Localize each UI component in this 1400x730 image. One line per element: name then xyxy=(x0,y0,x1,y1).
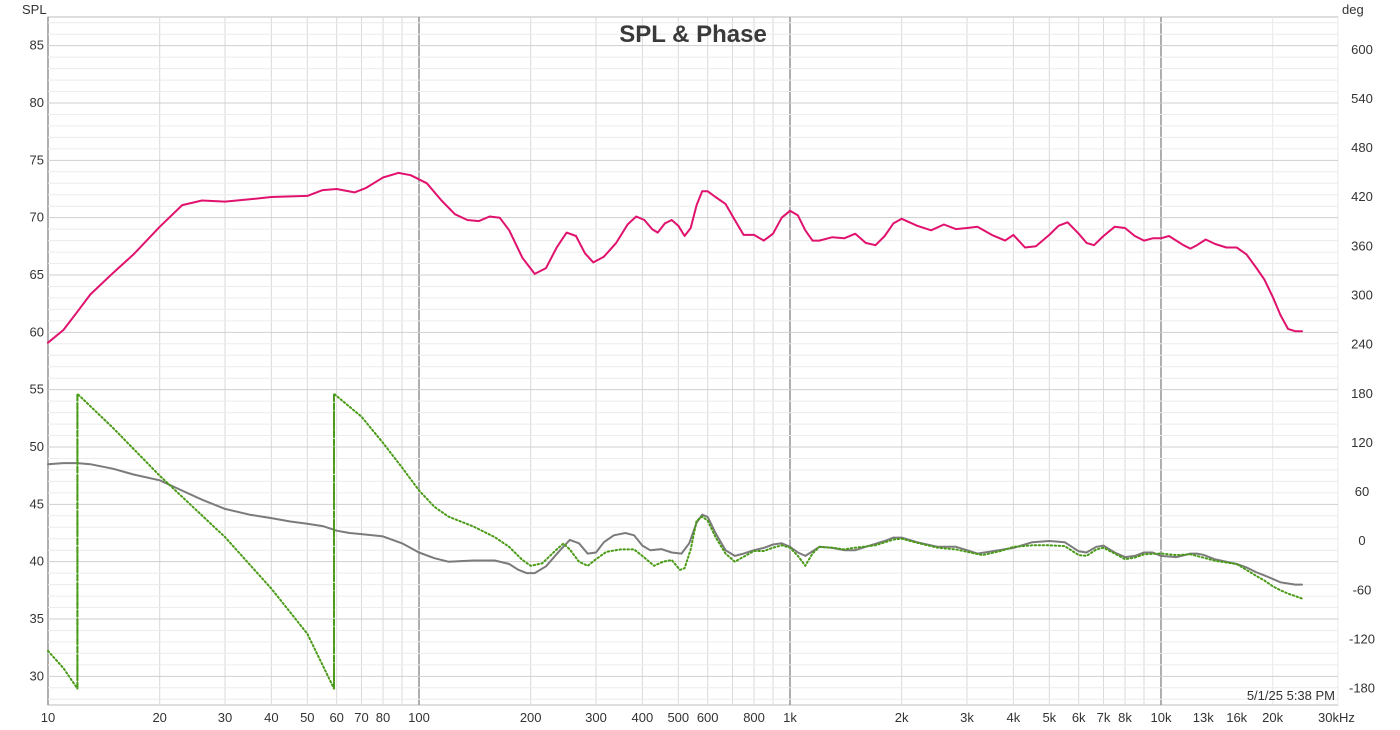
x-tick-label: 70 xyxy=(354,710,368,725)
x-tick-label: 7k xyxy=(1097,710,1111,725)
x-tick-label: 20 xyxy=(152,710,166,725)
y-tick-label: 40 xyxy=(30,554,44,569)
y-tick-label: 60 xyxy=(30,324,44,339)
y-tick-label: 65 xyxy=(30,267,44,282)
x-axis-ticks: 10 20 30 40 50 60 70 80 100 200 300 400 500 600 800 1k 2… xyxy=(41,710,1284,725)
x-tick-label: 16k xyxy=(1226,710,1247,725)
x-tick-label: 6k xyxy=(1072,710,1086,725)
y-tick-label: 30 xyxy=(30,668,44,683)
y2-axis-ticks: -180 -120 -60 0 60 120 180 240 300 360 420 480 540 60… xyxy=(1349,42,1375,696)
y2-axis-label: deg xyxy=(1342,2,1364,17)
plot-area xyxy=(47,16,1339,706)
y-axis-ticks: 30 35 40 45 50 55 60 65 70 75 80 85 xyxy=(30,38,44,684)
x-tick-label: 500 xyxy=(667,710,689,725)
x-tick-label: 40 xyxy=(264,710,278,725)
series-layer xyxy=(47,171,1303,690)
x-tick-label: 200 xyxy=(520,710,542,725)
x-tick-label: 10k xyxy=(1151,710,1172,725)
y2-tick-label: 300 xyxy=(1351,287,1373,302)
series-line-2 xyxy=(47,462,1303,586)
x-tick-label: 300 xyxy=(585,710,607,725)
x-axis-unit-label: 30kHz xyxy=(1318,710,1355,725)
y-tick-label: 35 xyxy=(30,611,44,626)
chart-title: SPL & Phase xyxy=(619,21,767,48)
y-tick-label: 50 xyxy=(30,439,44,454)
x-tick-label: 400 xyxy=(632,710,654,725)
x-tick-label: 800 xyxy=(743,710,765,725)
x-tick-label: 2k xyxy=(895,710,909,725)
y2-tick-label: 0 xyxy=(1358,533,1365,548)
x-tick-label: 80 xyxy=(376,710,390,725)
y-tick-label: 45 xyxy=(30,496,44,511)
y-tick-label: 70 xyxy=(30,210,44,225)
y-tick-label: 55 xyxy=(30,382,44,397)
series-line-3 xyxy=(47,392,1303,690)
x-tick-label: 8k xyxy=(1118,710,1132,725)
y-tick-label: 85 xyxy=(30,38,44,53)
y2-tick-label: 240 xyxy=(1351,337,1373,352)
x-tick-label: 20k xyxy=(1262,710,1283,725)
y2-tick-label: 60 xyxy=(1355,484,1369,499)
grid xyxy=(47,17,1339,705)
y2-tick-label: 480 xyxy=(1351,140,1373,155)
y2-tick-label: 180 xyxy=(1351,386,1373,401)
y2-tick-label: -60 xyxy=(1353,582,1372,597)
x-tick-label: 13k xyxy=(1193,710,1214,725)
y2-tick-label: 120 xyxy=(1351,435,1373,450)
y-axis-label: SPL xyxy=(22,2,47,17)
x-tick-label: 4k xyxy=(1006,710,1020,725)
series-line-1 xyxy=(47,171,1303,344)
series-line-4 xyxy=(76,392,335,690)
y2-tick-label: 540 xyxy=(1351,91,1373,106)
y2-tick-label: 360 xyxy=(1351,238,1373,253)
x-tick-label: 3k xyxy=(960,710,974,725)
x-tick-label: 600 xyxy=(697,710,719,725)
x-tick-label: 100 xyxy=(408,710,430,725)
x-tick-label: 10 xyxy=(41,710,55,725)
x-tick-label: 5k xyxy=(1042,710,1056,725)
y2-tick-label: -120 xyxy=(1349,631,1375,646)
x-tick-label: 30 xyxy=(218,710,232,725)
timestamp: 5/1/25 5:38 PM xyxy=(1247,688,1335,703)
y-tick-label: 80 xyxy=(30,95,44,110)
x-tick-label: 1k xyxy=(783,710,797,725)
y2-tick-label: 420 xyxy=(1351,189,1373,204)
x-tick-label: 60 xyxy=(329,710,343,725)
y2-tick-label: 600 xyxy=(1351,42,1373,57)
x-tick-label: 50 xyxy=(300,710,314,725)
y-tick-label: 75 xyxy=(30,152,44,167)
y2-tick-label: -180 xyxy=(1349,681,1375,696)
